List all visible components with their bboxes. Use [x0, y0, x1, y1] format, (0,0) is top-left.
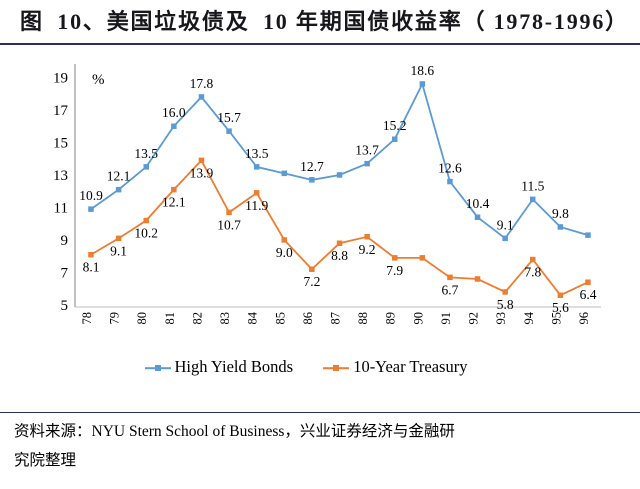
svg-text:11.5: 11.5: [521, 178, 544, 193]
svg-text:10.2: 10.2: [134, 226, 158, 241]
svg-text:7: 7: [61, 266, 69, 282]
svg-text:10.7: 10.7: [217, 217, 241, 232]
svg-text:6.4: 6.4: [580, 287, 597, 302]
svg-text:93: 93: [494, 312, 508, 325]
svg-text:12.1: 12.1: [107, 169, 131, 184]
svg-text:82: 82: [190, 312, 204, 325]
svg-text:13.9: 13.9: [190, 165, 214, 180]
svg-text:9.1: 9.1: [110, 243, 127, 258]
svg-text:12.6: 12.6: [438, 161, 462, 176]
svg-text:6.7: 6.7: [441, 282, 458, 297]
svg-text:89: 89: [384, 312, 398, 325]
svg-text:84: 84: [246, 311, 260, 324]
svg-text:15.2: 15.2: [383, 118, 407, 133]
svg-text:11.9: 11.9: [245, 198, 268, 213]
svg-text:13.5: 13.5: [245, 146, 269, 161]
svg-text:87: 87: [329, 312, 343, 325]
svg-text:91: 91: [439, 312, 453, 325]
svg-text:15: 15: [53, 136, 68, 152]
svg-text:15.7: 15.7: [217, 110, 241, 125]
svg-text:10.4: 10.4: [466, 196, 490, 211]
svg-text:7.8: 7.8: [524, 265, 541, 280]
svg-text:81: 81: [163, 312, 177, 325]
svg-text:17: 17: [53, 103, 69, 119]
svg-text:90: 90: [411, 312, 425, 325]
svg-text:80: 80: [135, 312, 149, 325]
svg-text:85: 85: [273, 312, 287, 325]
svg-text:86: 86: [301, 312, 315, 325]
svg-text:5.8: 5.8: [497, 297, 514, 312]
svg-text:18.6: 18.6: [410, 63, 434, 78]
svg-text:9.0: 9.0: [276, 245, 293, 260]
svg-text:12.1: 12.1: [162, 195, 186, 210]
svg-text:16.0: 16.0: [162, 105, 186, 120]
svg-text:%: %: [92, 72, 105, 88]
svg-text:79: 79: [108, 312, 122, 325]
svg-text:13: 13: [53, 168, 68, 184]
svg-text:12.7: 12.7: [300, 159, 324, 174]
svg-text:13.7: 13.7: [355, 143, 379, 158]
svg-text:11: 11: [54, 201, 68, 217]
svg-text:7.9: 7.9: [386, 263, 403, 278]
svg-text:19: 19: [53, 71, 68, 87]
svg-text:94: 94: [522, 311, 536, 324]
svg-text:9.2: 9.2: [359, 242, 376, 257]
svg-text:8.1: 8.1: [83, 260, 100, 275]
svg-text:5: 5: [61, 298, 69, 314]
svg-text:8.8: 8.8: [331, 248, 348, 263]
svg-text:78: 78: [80, 312, 94, 325]
svg-text:88: 88: [356, 312, 370, 325]
svg-text:9.8: 9.8: [552, 206, 569, 221]
svg-text:9: 9: [61, 233, 69, 249]
svg-text:10.9: 10.9: [79, 188, 103, 203]
svg-text:7.2: 7.2: [303, 274, 320, 289]
svg-text:13.5: 13.5: [134, 146, 158, 161]
svg-text:17.8: 17.8: [190, 76, 214, 91]
svg-text:92: 92: [467, 312, 481, 325]
svg-text:83: 83: [218, 312, 232, 325]
svg-text:96: 96: [577, 312, 591, 325]
svg-text:95: 95: [549, 312, 563, 325]
svg-text:9.1: 9.1: [497, 217, 514, 232]
